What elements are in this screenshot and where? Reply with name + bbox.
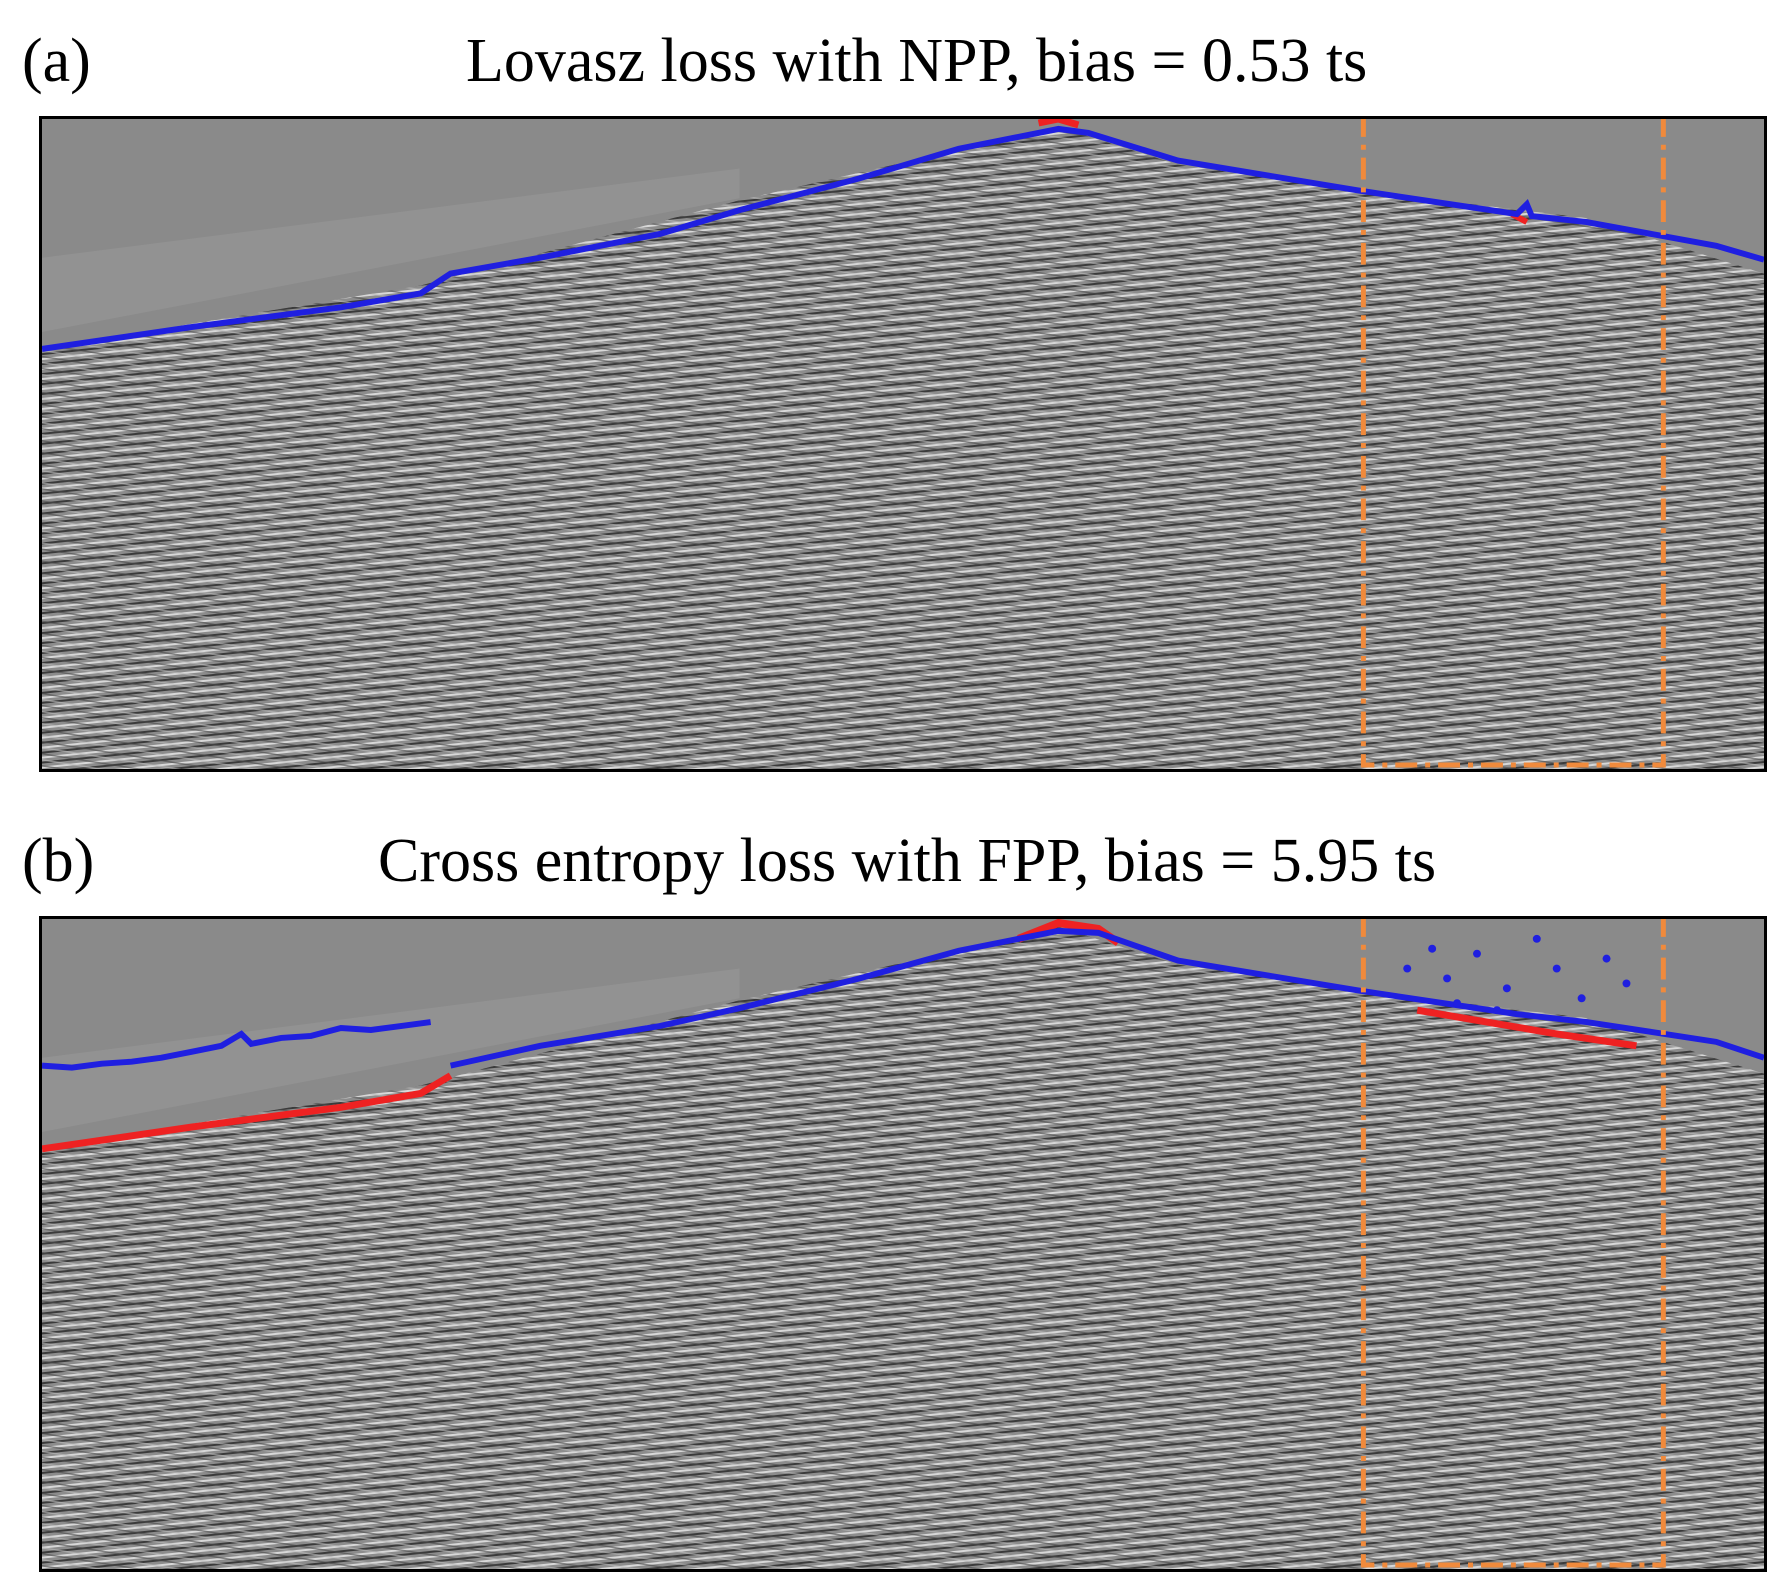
predicted-horizon (449, 927, 1764, 1069)
highlight-box (1360, 919, 1666, 1568)
panel-b-title: Cross entropy loss with FPP, bias = 5.95… (378, 827, 1437, 895)
panel-b-label: (b) (22, 827, 95, 895)
reference-horizon (1037, 119, 1080, 129)
panel-a-seismic-image (39, 116, 1767, 772)
prediction-outlier-dots (1403, 934, 1631, 1015)
panel-a-svg (42, 119, 1764, 769)
noise-band (42, 968, 740, 1133)
noise-band (42, 168, 740, 333)
predicted-horizon (42, 125, 1764, 352)
panel-b-seismic-image (39, 916, 1767, 1572)
predicted-horizon-error (42, 1019, 432, 1071)
panel-b-svg (42, 919, 1764, 1569)
panel-a-label: (a) (22, 27, 91, 95)
reference-horizon (42, 1072, 453, 1153)
panel-a-title: Lovasz loss with NPP, bias = 0.53 ts (466, 27, 1368, 95)
highlight-box (1360, 119, 1666, 768)
